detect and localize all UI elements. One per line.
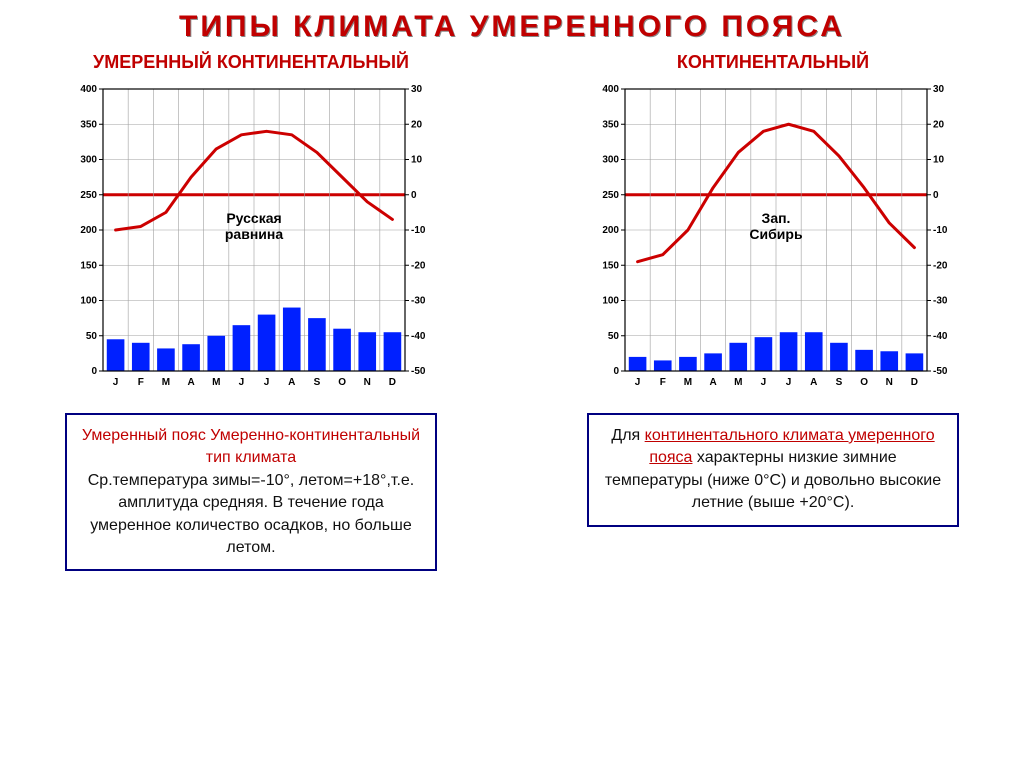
svg-text:N: N xyxy=(364,377,371,388)
left-subtitle: УМЕРЕННЫЙ КОНТИНЕНТАЛЬНЫЙ xyxy=(93,52,409,73)
svg-text:J: J xyxy=(264,377,270,388)
svg-text:-40: -40 xyxy=(411,331,426,342)
svg-text:10: 10 xyxy=(933,155,945,166)
svg-text:300: 300 xyxy=(602,155,619,166)
right-subtitle: КОНТИНЕНТАЛЬНЫЙ xyxy=(677,52,869,73)
svg-text:150: 150 xyxy=(602,260,619,271)
left-description: Умеренный пояс Умеренно-континентальный … xyxy=(65,413,437,571)
svg-text:350: 350 xyxy=(602,119,619,130)
svg-text:200: 200 xyxy=(80,225,97,236)
svg-text:A: A xyxy=(288,377,295,388)
svg-text:250: 250 xyxy=(602,190,619,201)
svg-text:30: 30 xyxy=(933,84,945,95)
svg-text:400: 400 xyxy=(80,84,97,95)
svg-text:30: 30 xyxy=(411,84,423,95)
right-column: КОНТИНЕНТАЛЬНЫЙ 050100150200250300350400… xyxy=(532,52,1014,571)
svg-text:F: F xyxy=(138,377,144,388)
svg-text:N: N xyxy=(886,377,893,388)
svg-text:A: A xyxy=(187,377,194,388)
svg-text:равнина: равнина xyxy=(225,226,283,242)
svg-text:50: 50 xyxy=(608,331,620,342)
svg-text:-30: -30 xyxy=(933,296,948,307)
desc-line: Умеренный пояс Умеренно-континентальный … xyxy=(81,425,421,470)
svg-text:A: A xyxy=(709,377,716,388)
page-title: ТИПЫ КЛИМАТА УМЕРЕННОГО ПОЯСА xyxy=(10,10,1014,44)
svg-text:0: 0 xyxy=(613,366,619,377)
svg-text:M: M xyxy=(734,377,742,388)
svg-text:50: 50 xyxy=(86,331,98,342)
svg-text:0: 0 xyxy=(91,366,97,377)
svg-text:M: M xyxy=(212,377,220,388)
svg-text:S: S xyxy=(314,377,321,388)
svg-text:Русская: Русская xyxy=(226,210,281,226)
svg-text:J: J xyxy=(761,377,767,388)
svg-text:20: 20 xyxy=(933,119,945,130)
svg-text:350: 350 xyxy=(80,119,97,130)
svg-text:O: O xyxy=(860,377,868,388)
svg-text:J: J xyxy=(635,377,641,388)
svg-text:A: A xyxy=(810,377,817,388)
svg-text:-50: -50 xyxy=(933,366,948,377)
svg-text:M: M xyxy=(162,377,170,388)
svg-text:F: F xyxy=(660,377,666,388)
svg-text:S: S xyxy=(836,377,843,388)
svg-text:J: J xyxy=(786,377,792,388)
right-description: Для континентального климата умеренного … xyxy=(587,413,959,527)
svg-text:150: 150 xyxy=(80,260,97,271)
svg-text:100: 100 xyxy=(80,296,97,307)
svg-text:-10: -10 xyxy=(411,225,426,236)
svg-text:-20: -20 xyxy=(933,260,948,271)
svg-text:-50: -50 xyxy=(411,366,426,377)
svg-text:O: O xyxy=(338,377,346,388)
svg-text:-40: -40 xyxy=(933,331,948,342)
svg-text:-20: -20 xyxy=(411,260,426,271)
right-chart: 0 50 100 150 200 250 300 350 400 -50 -40 -30 -20 -10 0… xyxy=(583,79,963,399)
left-chart: 0 50 100 150 200 250 300 350 400 -50 -40 -30 -20 -10 0… xyxy=(61,79,441,399)
left-column: УМЕРЕННЫЙ КОНТИНЕНТАЛЬНЫЙ 05010015020025… xyxy=(10,52,492,571)
svg-text:300: 300 xyxy=(80,155,97,166)
svg-text:250: 250 xyxy=(80,190,97,201)
svg-text:100: 100 xyxy=(602,296,619,307)
svg-text:J: J xyxy=(239,377,245,388)
svg-text:0: 0 xyxy=(411,190,417,201)
svg-text:-10: -10 xyxy=(933,225,948,236)
svg-text:0: 0 xyxy=(933,190,939,201)
svg-text:10: 10 xyxy=(411,155,423,166)
svg-text:D: D xyxy=(389,377,396,388)
svg-text:400: 400 xyxy=(602,84,619,95)
svg-text:D: D xyxy=(911,377,918,388)
desc-line: Ср.температура зимы=-10°, летом=+18°,т.е… xyxy=(81,470,421,560)
svg-text:J: J xyxy=(113,377,119,388)
svg-text:M: M xyxy=(684,377,692,388)
charts-row: УМЕРЕННЫЙ КОНТИНЕНТАЛЬНЫЙ 05010015020025… xyxy=(10,52,1014,571)
desc-text: Для xyxy=(611,427,644,444)
svg-text:Сибирь: Сибирь xyxy=(749,226,803,242)
svg-text:-30: -30 xyxy=(411,296,426,307)
svg-text:20: 20 xyxy=(411,119,423,130)
svg-text:Зап.: Зап. xyxy=(762,210,791,226)
svg-text:200: 200 xyxy=(602,225,619,236)
